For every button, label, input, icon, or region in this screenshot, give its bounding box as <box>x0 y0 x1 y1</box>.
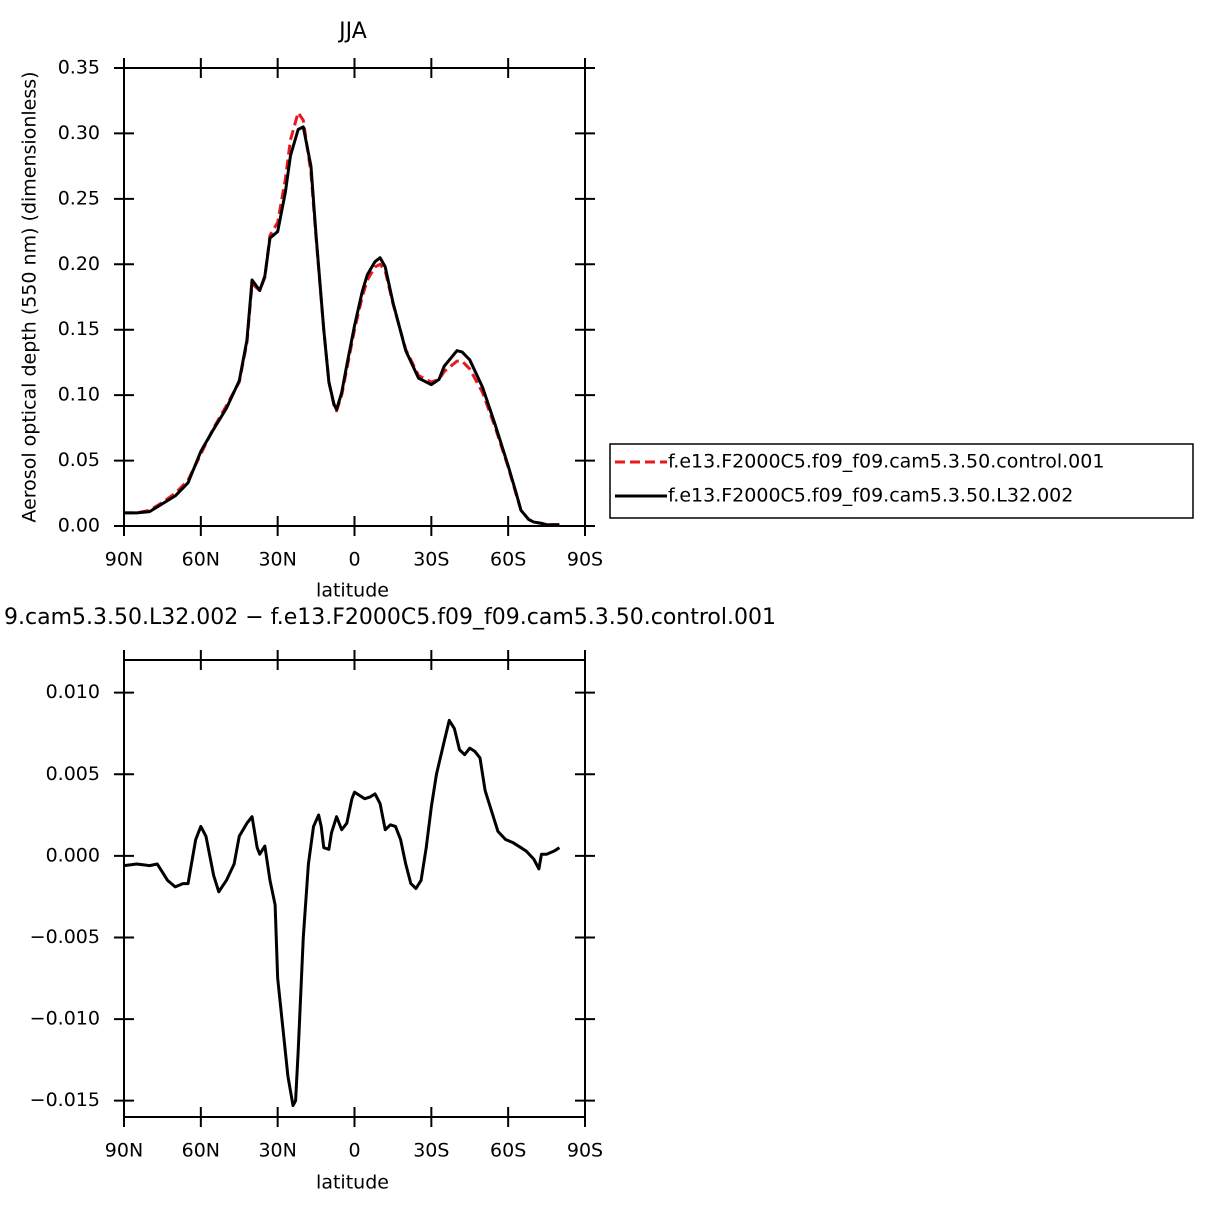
legend-label: f.e13.F2000C5.f09_f09.cam5.3.50.L32.002 <box>668 485 1073 507</box>
x-tick-label: 90S <box>567 549 603 571</box>
y-tick-label: 0.010 <box>46 681 100 703</box>
x-tick-label: 30N <box>258 1140 296 1162</box>
y-tick-label: 0.30 <box>58 122 100 144</box>
y-tick-label: 0.05 <box>58 449 100 471</box>
chart-title: JJA <box>337 19 367 44</box>
y-tick-label: 0.00 <box>58 515 100 537</box>
y-axis-label: Aerosol optical depth (550 nm) (dimensio… <box>19 71 41 522</box>
x-axis-label: latitude <box>316 1172 389 1194</box>
y-tick-label: 0.20 <box>58 253 100 275</box>
data-line <box>123 718 561 1108</box>
y-tick-label: −0.005 <box>30 926 100 948</box>
x-tick-label: 0 <box>348 1140 360 1162</box>
x-tick-label: 60S <box>490 1140 526 1162</box>
x-tick-label: 30S <box>413 549 449 571</box>
y-tick-label: 0.15 <box>58 318 100 340</box>
plot-frame <box>123 659 586 1118</box>
y-tick-label: 0.005 <box>46 763 100 785</box>
y-tick-label: 0.10 <box>58 384 100 406</box>
y-tick-label: −0.010 <box>30 1008 100 1030</box>
x-tick-label: 0 <box>348 549 360 571</box>
x-tick-label: 30S <box>413 1140 449 1162</box>
x-tick-label: 90S <box>567 1140 603 1162</box>
y-tick-label: −0.015 <box>30 1089 100 1111</box>
y-tick-label: 0.35 <box>58 57 100 79</box>
y-tick-label: 0.25 <box>58 187 100 209</box>
x-tick-label: 60N <box>182 1140 220 1162</box>
plot-frame <box>123 67 586 527</box>
data-line <box>124 110 560 527</box>
x-tick-label: 60S <box>490 549 526 571</box>
y-tick-label: 0.000 <box>46 844 100 866</box>
legend-box <box>609 443 1194 519</box>
x-axis-label: latitude <box>316 580 389 602</box>
x-tick-label: 90N <box>105 549 143 571</box>
x-tick-label: 90N <box>105 1140 143 1162</box>
data-line <box>124 125 560 527</box>
x-tick-label: 30N <box>258 549 296 571</box>
x-tick-label: 60N <box>182 549 220 571</box>
chart-title: 9.cam5.3.50.L32.002 − f.e13.F2000C5.f09_… <box>4 605 776 630</box>
legend-label: f.e13.F2000C5.f09_f09.cam5.3.50.control.… <box>668 451 1104 473</box>
